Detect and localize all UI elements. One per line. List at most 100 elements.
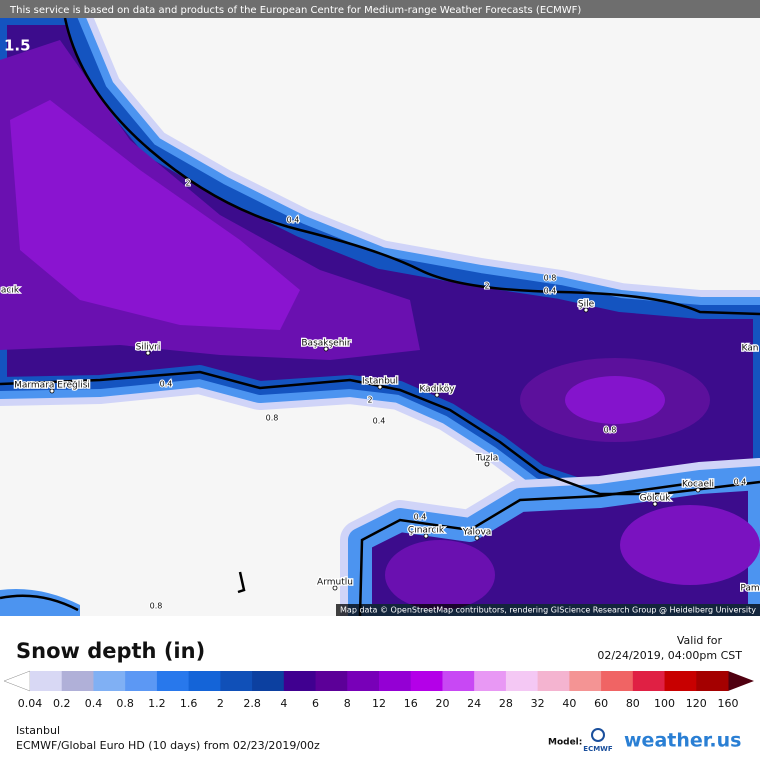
contour-label: 0.8 [544, 274, 557, 283]
coastline [0, 17, 760, 617]
place-label: Istanbul [362, 377, 398, 387]
scale-label: 8 [344, 697, 351, 710]
scale-label: 4 [280, 697, 287, 710]
color-swatch [505, 671, 539, 691]
place-dot [423, 533, 429, 539]
color-swatch [61, 671, 94, 691]
over-triangle [728, 671, 754, 691]
scale-label: 1.6 [180, 697, 198, 710]
place-label: Başakşehir [301, 339, 351, 349]
place-label: Çınarcık [408, 526, 445, 536]
place-label: Gölcük [640, 494, 672, 504]
valid-label: Valid for [677, 634, 723, 647]
place-dot [49, 388, 55, 394]
scale-label: 60 [594, 697, 608, 710]
scale-label: 0.4 [85, 697, 103, 710]
scale-label: 80 [626, 697, 640, 710]
scale-label: 0.8 [116, 697, 134, 710]
scale-label: 120 [686, 697, 707, 710]
place-dot [332, 585, 338, 591]
color-swatch [537, 671, 570, 691]
ecmwf-logo [591, 728, 605, 742]
place-label: Marmara Ereğlisi [14, 381, 90, 391]
color-swatch [220, 671, 253, 691]
contour-label: 0.4 [414, 513, 427, 522]
scale-label: 1.2 [148, 697, 166, 710]
scale-label: 2.8 [243, 697, 261, 710]
contour-label: 0.8 [266, 414, 279, 423]
colorbar: 0.04 0.2 0.4 0.8 1.2 1.6 2 2.8 4 6 8 12 16 20 24 28 32 40… [3, 670, 754, 710]
corner-value: 1.5 [4, 37, 31, 55]
color-swatch [315, 671, 348, 691]
color-swatch [474, 671, 507, 691]
scale-label: 40 [562, 697, 576, 710]
scale-label: 20 [435, 697, 449, 710]
color-swatch [379, 671, 412, 691]
scale-label: 0.2 [53, 697, 71, 710]
scale-label: 12 [372, 697, 386, 710]
contour-label: 2 [367, 396, 372, 405]
place-dot [377, 384, 383, 390]
place-label: Kan [742, 344, 759, 354]
color-swatch [569, 671, 602, 691]
place-dot [484, 461, 490, 467]
place-label: Silivri [136, 343, 161, 353]
place-label: Tuzla [475, 454, 499, 464]
legend-title: Snow depth (in) [16, 639, 205, 663]
color-swatch [156, 671, 190, 691]
contour-label: 0.4 [734, 478, 747, 487]
model-name: ECMWF [583, 745, 613, 753]
map-labels: Silivri Başakşehir Istanbul Kadıköy Marmara … [0, 178, 760, 612]
scale-label: 6 [312, 697, 319, 710]
color-swatch [664, 671, 697, 691]
place-dot [695, 487, 701, 493]
place-dot [583, 307, 589, 313]
scale-label: 100 [654, 697, 675, 710]
color-swatch [188, 671, 221, 691]
contour-label: 0.4 [373, 417, 386, 426]
color-swatch [410, 671, 443, 691]
model-run: ECMWF/Global Euro HD (10 days) from 02/2… [16, 739, 320, 752]
banner-text: This service is based on data and produc… [9, 5, 581, 16]
place-label: Kocaeli [682, 480, 714, 490]
color-swatch [93, 671, 126, 691]
color-swatch [347, 671, 380, 691]
brand: weather.us [624, 730, 741, 752]
color-swatch [30, 671, 63, 691]
place-dot [434, 392, 440, 398]
place-label: Pam [740, 584, 759, 594]
location: Istanbul [16, 724, 60, 737]
scale-label: 16 [404, 697, 418, 710]
place-dot [323, 346, 329, 352]
color-swatch [696, 671, 729, 691]
place-label: acık [1, 286, 20, 296]
color-swatch [252, 671, 285, 691]
place-label: Armutlu [317, 578, 353, 588]
contour-label: 0.4 [160, 380, 173, 389]
place-label: Kadıköy [419, 385, 455, 395]
scale-label: 24 [467, 697, 481, 710]
contour-label: 0.4 [287, 216, 300, 225]
contour-label: 0.8 [604, 426, 617, 435]
color-swatch [125, 671, 158, 691]
scale-label: 0.04 [18, 697, 43, 710]
color-swatch [283, 671, 317, 691]
valid-time: 02/24/2019, 04:00pm CST [597, 649, 742, 662]
scale-label: 32 [531, 697, 545, 710]
place-label: Şile [578, 300, 595, 310]
color-swatch [442, 671, 475, 691]
place-dot [145, 350, 151, 356]
model-label: Model: [548, 738, 582, 748]
color-swatch [632, 671, 666, 691]
color-swatch [601, 671, 634, 691]
contour-label: 0.4 [544, 287, 557, 296]
scale-label: 2 [217, 697, 224, 710]
place-dot [474, 535, 480, 541]
attribution: Map data © OpenStreetMap contributors, r… [340, 606, 756, 615]
place-dot [652, 501, 658, 507]
banner-bar [0, 0, 760, 18]
scale-label: 160 [718, 697, 739, 710]
contour-label: 0.8 [150, 602, 163, 611]
